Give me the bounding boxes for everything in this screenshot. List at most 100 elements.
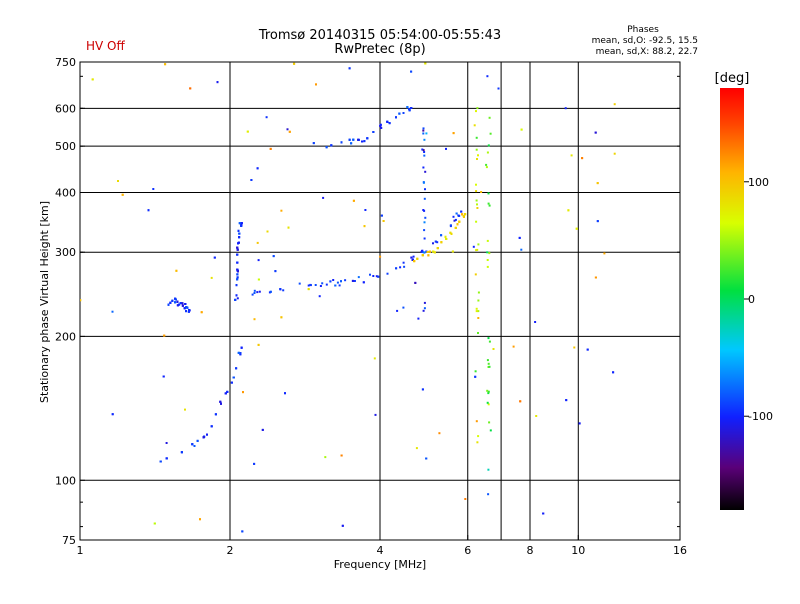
data-point [421, 254, 424, 257]
data-point [475, 307, 478, 310]
data-point [321, 282, 324, 285]
data-point [445, 147, 447, 150]
colorbar-tick-label: 100 [748, 176, 769, 189]
x-tick-label: 8 [527, 544, 534, 557]
data-point [117, 180, 119, 182]
data-point [373, 357, 376, 360]
data-point [226, 390, 229, 393]
data-point [91, 78, 94, 81]
data-point [402, 112, 405, 114]
data-point [382, 220, 385, 222]
phase-o-stats: mean, sd,O: -92.5, 15.5 [592, 36, 698, 46]
data-point [428, 250, 431, 253]
data-point [395, 116, 397, 119]
data-point [473, 124, 476, 127]
data-point [488, 252, 491, 255]
data-point [475, 190, 478, 193]
data-point [461, 213, 464, 216]
data-point [377, 275, 380, 278]
data-point [180, 451, 183, 454]
data-point [279, 288, 282, 290]
data-point [456, 223, 459, 226]
data-point [464, 498, 467, 500]
data-point [181, 304, 184, 307]
data-point [444, 235, 447, 238]
data-point [236, 253, 239, 256]
data-point [487, 468, 490, 471]
data-point [575, 227, 578, 230]
data-point [487, 337, 490, 340]
data-point [424, 170, 427, 173]
x-tick-label: 2 [227, 544, 234, 557]
data-point [185, 306, 188, 309]
data-point [413, 260, 416, 263]
data-point [573, 346, 576, 349]
data-point [424, 216, 427, 219]
chart-subtitle: RwPretec (8p) [334, 42, 425, 57]
data-point [200, 311, 203, 314]
data-point [477, 317, 480, 319]
data-point [485, 163, 488, 166]
data-point [322, 196, 325, 199]
data-point [416, 257, 419, 260]
data-point [565, 399, 568, 402]
x-tick-label: 1 [77, 544, 84, 557]
data-point [489, 429, 492, 432]
data-point [438, 432, 441, 435]
data-point [352, 138, 355, 141]
data-point [422, 149, 425, 152]
data-point [422, 132, 425, 135]
data-point [246, 130, 249, 133]
data-point [230, 381, 233, 384]
data-point [480, 191, 483, 193]
data-point [147, 209, 150, 212]
data-point [477, 435, 480, 438]
data-point [340, 454, 343, 457]
data-point [379, 123, 382, 126]
data-point [165, 442, 168, 444]
data-point [497, 87, 500, 90]
data-point [353, 280, 356, 282]
data-point [80, 299, 82, 302]
data-point [352, 199, 355, 202]
data-point [417, 317, 420, 320]
data-point [477, 243, 480, 246]
data-point [256, 291, 259, 294]
data-point [475, 310, 478, 313]
data-point [488, 340, 491, 343]
data-point [184, 408, 186, 411]
data-point [406, 106, 409, 109]
data-point [512, 345, 515, 348]
data-point [408, 108, 411, 111]
data-point [432, 242, 434, 245]
data-point [422, 309, 425, 312]
data-point [251, 293, 254, 296]
data-point [475, 148, 478, 151]
data-point [402, 306, 405, 309]
data-point [422, 166, 425, 169]
data-point [423, 307, 426, 310]
data-point [487, 202, 490, 205]
data-point [414, 281, 417, 284]
data-point [412, 255, 415, 258]
data-point [457, 214, 460, 217]
data-point [236, 268, 239, 271]
data-point [535, 415, 538, 417]
data-point [361, 140, 364, 143]
data-point [427, 254, 430, 257]
phases-title: Phases [627, 25, 659, 35]
data-point [586, 348, 589, 351]
data-point [181, 302, 184, 305]
data-point [293, 62, 296, 65]
data-point [235, 294, 238, 297]
data-point [366, 137, 369, 140]
data-point [520, 128, 523, 131]
data-points [80, 62, 616, 533]
data-point [487, 144, 490, 147]
data-point [159, 460, 162, 463]
data-point [422, 127, 425, 130]
data-point [178, 303, 181, 306]
data-point [199, 518, 201, 521]
data-point [237, 242, 239, 245]
data-point [266, 230, 269, 233]
